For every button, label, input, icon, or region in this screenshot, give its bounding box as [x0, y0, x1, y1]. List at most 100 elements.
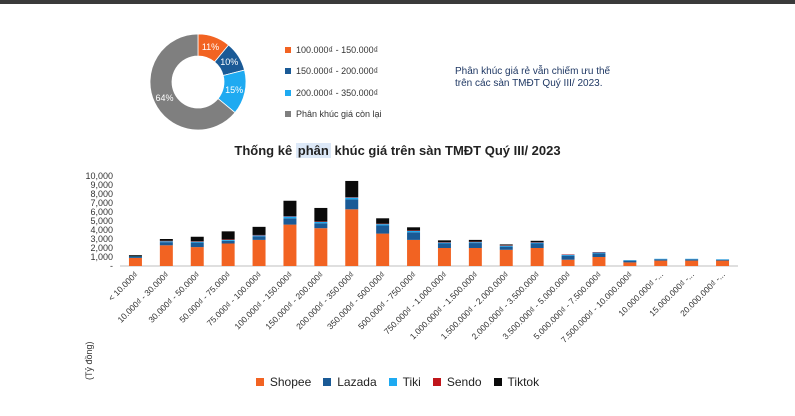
- bar-segment-shopee: [623, 262, 637, 266]
- bar-segment-shopee: [128, 257, 142, 266]
- bar-segment-shopee: [314, 228, 328, 266]
- y-tick-label: 3,000: [90, 234, 113, 244]
- legend-item-sendo: Sendo: [432, 375, 482, 389]
- bar-segment-shopee: [437, 248, 451, 266]
- x-tick-label: 75.000₫ - 100.000₫: [205, 269, 264, 328]
- bar-segment-shopee: [376, 233, 390, 266]
- x-tick-label: 100.000₫ - 150.000₫: [232, 269, 294, 331]
- legend-label: 100.000₫ - 150.000₫: [296, 44, 379, 55]
- legend-label: Phân khúc giá còn lại: [296, 109, 382, 119]
- title-part-1: Thống kê: [234, 143, 296, 158]
- legend-swatch: [255, 378, 264, 386]
- pie-legend-item: Phân khúc giá còn lại: [285, 109, 382, 120]
- pie-slice-label: 11%: [202, 42, 219, 52]
- bar-segment-tiktok: [468, 239, 482, 242]
- bar-segment-shopee: [561, 259, 575, 266]
- bar-segment-shopee: [654, 260, 668, 266]
- bar-segment-shopee: [530, 248, 544, 266]
- bar-segment-tiki: [530, 242, 544, 244]
- bar-legend: Shopee Lazada Tiki Sendo Tiktok: [0, 375, 795, 389]
- bar-segment-shopee: [499, 249, 513, 266]
- chart-title: Thống kê phân khúc giá trên sàn TMĐT Quý…: [0, 143, 795, 158]
- bar-segment-tiki: [592, 252, 606, 254]
- bar-segment-lazada: [252, 236, 266, 240]
- y-tick-label: 7,000: [90, 198, 113, 208]
- pie-legend-item: 200.000₫ - 350.000₫: [285, 87, 382, 98]
- legend-item-shopee: Shopee: [255, 375, 312, 389]
- x-tick-label: 150.000₫ - 200.000₫: [263, 269, 325, 331]
- bar-segment-tiki: [221, 239, 235, 241]
- note-line-1: Phân khúc giá rẻ vẫn chiếm ưu thế: [455, 66, 611, 77]
- pie-slice-label: 10%: [220, 57, 238, 67]
- pie-legend: 100.000₫ - 150.000₫ 150.000₫ - 200.000₫ …: [285, 44, 382, 130]
- bar-segment-lazada: [530, 243, 544, 248]
- bar-segment-tiktok: [128, 255, 142, 257]
- bar-segment-lazada: [407, 232, 421, 240]
- donut-chart: 11%10% 15% 64%: [149, 33, 247, 131]
- bar-segment-tiktok: [190, 236, 204, 242]
- bar-segment-lazada: [159, 242, 173, 246]
- pie-slice-label: 64%: [156, 93, 174, 103]
- bar-segment-lazada: [376, 225, 390, 234]
- bar-segment-shopee: [685, 260, 699, 266]
- bar-segment-lazada: [128, 257, 142, 258]
- y-tick-label: 10,000: [85, 171, 113, 181]
- stacked-bar-chart: 10,0009,0008,0007,0006,0005,0004,0003,00…: [85, 171, 738, 345]
- legend-label: 150.000₫ - 200.000₫: [296, 66, 379, 76]
- bar-segment-lazada: [561, 255, 575, 260]
- bar-segment-lazada: [654, 259, 668, 261]
- bar-segment-tiki: [407, 230, 421, 233]
- bar-segment-tiki: [252, 235, 266, 237]
- top-bar: [0, 0, 795, 4]
- legend-swatch: [285, 89, 291, 96]
- legend-label: Sendo: [446, 375, 482, 389]
- bar-segment-lazada: [345, 199, 359, 210]
- legend-label: Tiki: [402, 375, 421, 389]
- bar-segment-lazada: [716, 259, 730, 261]
- y-tick-label: 2,000: [90, 243, 113, 253]
- bar-segment-tiktok: [159, 239, 173, 241]
- bar-segment-tiktok: [221, 231, 235, 240]
- bar-segment-shopee: [468, 248, 482, 266]
- bar-segment-tiki: [468, 242, 482, 244]
- legend-swatch: [285, 111, 291, 117]
- bar-segment-lazada: [221, 240, 235, 244]
- bar-segment-shopee: [283, 224, 297, 266]
- legend-label: Shopee: [269, 375, 312, 389]
- bar-segment-lazada: [283, 218, 297, 225]
- bar-segment-tiktok: [283, 200, 297, 217]
- x-tick-label: 200.000₫ - 350.000₫: [294, 269, 356, 331]
- y-tick-label: 5,000: [90, 216, 113, 226]
- bar-segment-lazada: [468, 243, 482, 248]
- pie-slice: [149, 33, 236, 131]
- y-tick-label: -: [110, 261, 113, 271]
- pie-slice-label: 15%: [225, 85, 243, 95]
- legend-item-lazada: Lazada: [323, 375, 377, 389]
- bar-segment-tiki: [283, 216, 297, 219]
- y-tick-label: 8,000: [90, 189, 113, 199]
- y-tick-label: 1,000: [90, 252, 113, 262]
- y-tick-label: 4,000: [90, 225, 113, 235]
- bar-segment-tiki: [499, 245, 513, 247]
- bar-segment-shopee: [159, 245, 173, 266]
- legend-swatch: [285, 68, 291, 74]
- bar-segment-tiki: [314, 221, 328, 224]
- bar-segment-shopee: [345, 209, 359, 266]
- bar-segment-tiki: [376, 224, 390, 226]
- title-part-highlight: phân: [295, 143, 331, 158]
- bar-segment-tiktok: [407, 227, 421, 231]
- bar-segment-tiki: [190, 241, 204, 243]
- legend-label: 200.000₫ - 350.000₫: [296, 87, 379, 98]
- bar-segment-tiki: [561, 254, 575, 256]
- x-tick-label: 350.000₫ - 500.000₫: [325, 269, 387, 331]
- bar-segment-tiktok: [252, 226, 266, 235]
- title-part-3: khúc giá trên sàn TMĐT Quý III/ 2023: [330, 143, 561, 158]
- bar-segment-tiktok: [437, 240, 451, 243]
- bar-segment-tiktok: [314, 207, 328, 222]
- bar-segment-lazada: [592, 253, 606, 257]
- legend-swatch: [388, 378, 397, 386]
- insight-note: Phân khúc giá rẻ vẫn chiếm ưu thế trên c…: [455, 66, 655, 90]
- bar-segment-shopee: [716, 260, 730, 266]
- bar-segment-tiki: [437, 242, 451, 244]
- legend-label: Tiktok: [507, 375, 540, 389]
